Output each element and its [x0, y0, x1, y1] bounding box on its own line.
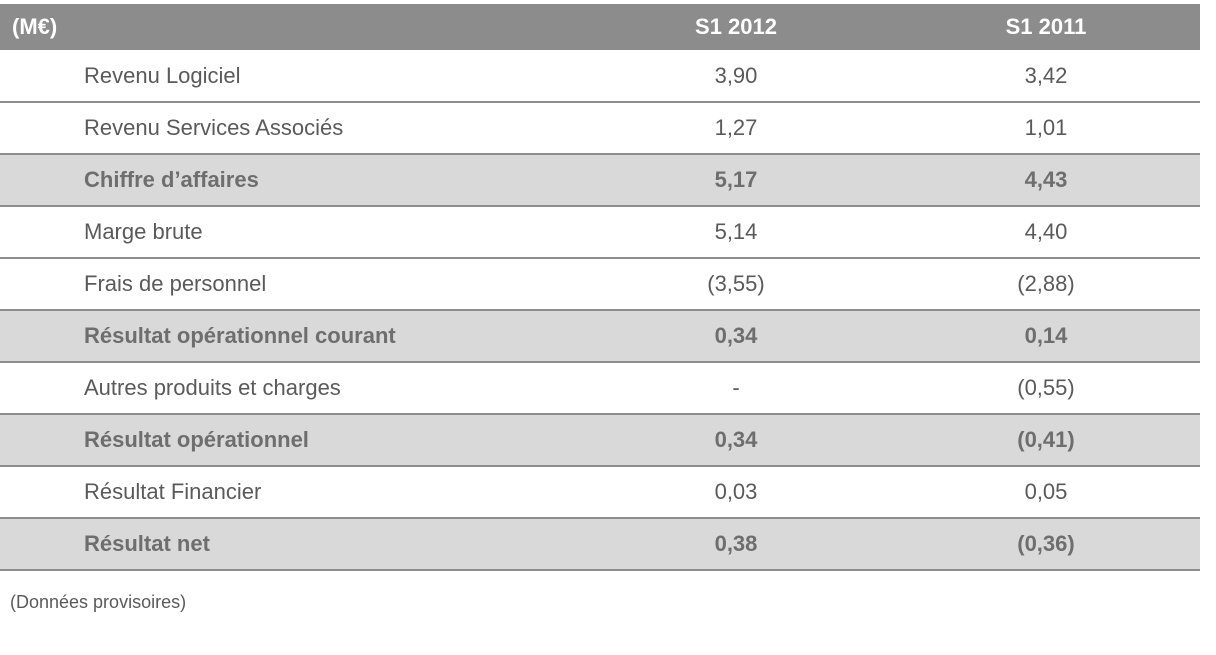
table-body: Revenu Logiciel 3,90 3,42 Revenu Services A… [0, 50, 1200, 570]
cell-s1-2012: - [732, 375, 740, 400]
cell-s1-2012: 5,17 [714, 167, 758, 192]
row-label: Résultat net [84, 531, 210, 556]
financial-results-table: (M€) S1 2012 S1 2011 Revenu Logiciel 3,90… [0, 4, 1200, 571]
cell-s1-2012: 5,14 [714, 219, 758, 244]
unit-header: (M€) [12, 14, 58, 39]
cell-s1-2012: (3,55) [707, 271, 765, 296]
cell-s1-2011: 0,14 [1024, 323, 1068, 348]
table-row-total: Résultat opérationnel courant 0,34 0,14 [0, 310, 1200, 362]
financial-table-container: (M€) S1 2012 S1 2011 Revenu Logiciel 3,90… [0, 4, 1200, 571]
cell-s1-2011: 4,40 [1024, 219, 1068, 244]
row-label: Autres produits et charges [84, 375, 341, 400]
footnote: (Données provisoires) [10, 592, 187, 612]
table-row: Autres produits et charges - (0,55) [0, 362, 1200, 414]
table-row: Frais de personnel (3,55) (2,88) [0, 258, 1200, 310]
table-row: Marge brute 5,14 4,40 [0, 206, 1200, 258]
cell-s1-2012: 3,90 [714, 62, 758, 88]
cell-s1-2011: 1,01 [1024, 115, 1068, 140]
header-row: (M€) S1 2012 S1 2011 [0, 4, 1200, 50]
table-row: Revenu Logiciel 3,90 3,42 [0, 50, 1200, 102]
cell-s1-2011: 0,05 [1024, 479, 1068, 504]
cell-s1-2012: 0,34 [714, 427, 758, 452]
row-label: Résultat Financier [84, 479, 262, 504]
cell-s1-2011: (0,41) [1017, 427, 1075, 452]
table-header: (M€) S1 2012 S1 2011 [0, 4, 1200, 50]
table-row-total: Chiffre d’affaires 5,17 4,43 [0, 154, 1200, 206]
column-header-s1-2011: S1 2011 [1005, 14, 1087, 39]
cell-s1-2011: 3,42 [1024, 62, 1068, 88]
row-label: Chiffre d’affaires [84, 167, 259, 192]
row-label: Revenu Services Associés [84, 115, 344, 140]
cell-s1-2011: (0,55) [1017, 375, 1075, 400]
column-header-s1-2012: S1 2012 [695, 14, 777, 39]
row-label: Résultat opérationnel [84, 427, 309, 452]
row-label: Revenu Logiciel [84, 62, 241, 88]
table-row: Résultat Financier 0,03 0,05 [0, 466, 1200, 518]
cell-s1-2012: 1,27 [714, 115, 758, 140]
cell-s1-2011: (0,36) [1017, 531, 1075, 556]
cell-s1-2011: 4,43 [1024, 167, 1068, 192]
row-label: Résultat opérationnel courant [84, 323, 396, 348]
cell-s1-2012: 0,03 [714, 479, 758, 504]
row-label: Frais de personnel [84, 271, 267, 296]
cell-s1-2012: 0,38 [714, 531, 758, 556]
row-label: Marge brute [84, 219, 203, 244]
table-row-total: Résultat opérationnel 0,34 (0,41) [0, 414, 1200, 466]
table-row: Revenu Services Associés 1,27 1,01 [0, 102, 1200, 154]
table-row-total: Résultat net 0,38 (0,36) [0, 518, 1200, 570]
cell-s1-2012: 0,34 [714, 323, 758, 348]
cell-s1-2011: (2,88) [1017, 271, 1075, 296]
